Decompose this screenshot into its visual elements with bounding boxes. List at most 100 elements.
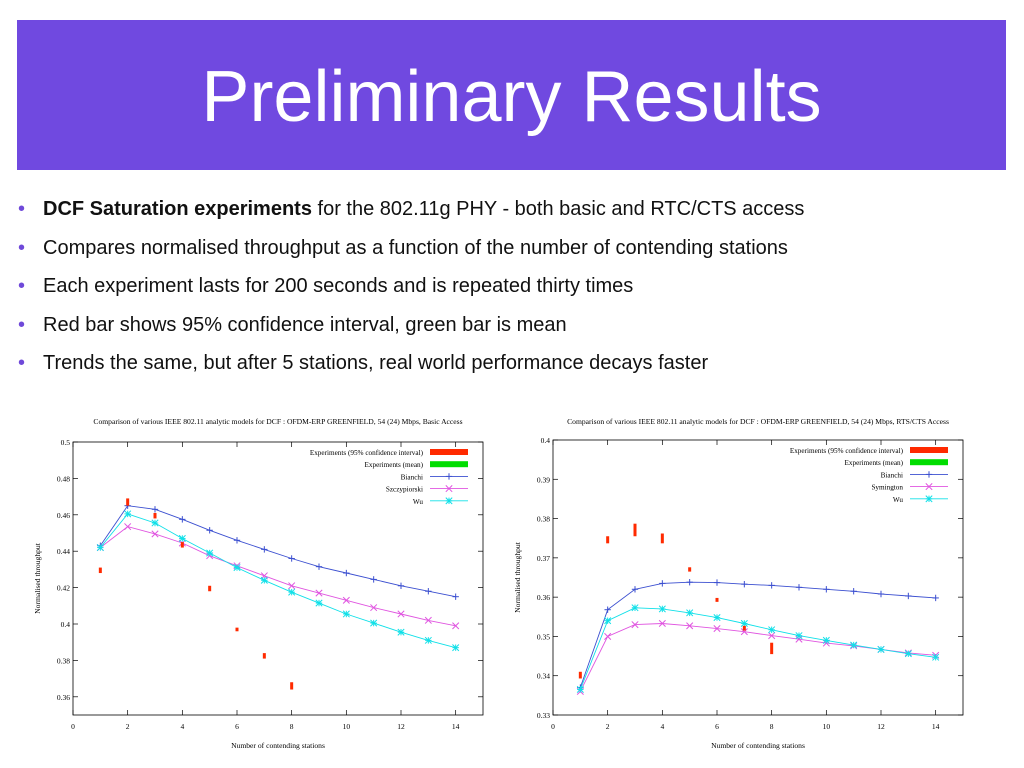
series-line-bianchi [99,505,456,598]
bullet-item: • Trends the same, but after 5 stations, … [18,344,1008,383]
series-point-wu [315,599,323,607]
series-point-wu [342,610,350,618]
x-tick-label: 4 [180,722,184,731]
y-tick-label: 0.35 [537,632,550,641]
legend-label: Experiments (mean) [365,461,424,469]
experiment-ci-bar [262,653,266,659]
series-point-szczypiorski [124,523,132,531]
series-point-bianchi [659,580,666,587]
bullet-item: • Red bar shows 95% confidence interval, … [18,306,1008,345]
legend-label: Wu [413,498,423,506]
bullet-text: Compares normalised throughput as a func… [43,236,788,259]
series-point-szczypiorski [452,622,460,630]
y-tick-label: 0.37 [537,554,550,563]
bullet-dot-icon: • [18,236,26,259]
series-point-bianchi [288,555,295,562]
experiment-ci-bar [770,642,774,655]
series-point-szczypiorski [370,604,378,612]
series-point-bianchi [741,580,748,588]
series-point-bianchi [823,586,830,593]
x-tick-label: 10 [823,722,831,731]
series-point-szczypiorski [151,530,159,538]
series-point-wu [233,564,241,572]
legend-marker [445,473,453,480]
series-point-wu [904,650,912,658]
x-tick-label: 4 [660,722,664,731]
chart-title: Comparison of various IEEE 802.11 analyt… [93,417,462,426]
basic-access-chart: Comparison of various IEEE 802.11 analyt… [33,417,484,750]
legend-swatch [910,459,948,466]
bullet-text: for the 802.11g PHY - both basic and RTC… [311,198,805,220]
series-point-bianchi [151,506,159,513]
series-point-bianchi [261,546,268,553]
y-tick-label: 0.46 [57,511,70,520]
series-point-bianchi [850,588,857,595]
experiment-ci-bar [290,682,294,690]
series-point-symington [604,632,612,640]
series-point-symington [795,635,803,643]
y-tick-label: 0.33 [537,711,550,720]
rts-cts-access-chart: Comparison of various IEEE 802.11 analyt… [513,417,964,750]
x-tick-label: 8 [290,722,294,731]
series-line-symington [579,623,936,692]
series-point-bianchi [370,576,377,583]
y-tick-label: 0.4 [61,620,71,629]
series-point-wu [206,549,214,557]
x-tick-label: 0 [71,722,75,731]
x-tick-label: 12 [877,722,885,731]
series-point-wu [178,534,186,543]
experiment-ci-bar [633,523,637,537]
x-tick-label: 14 [932,722,940,731]
series-point-wu [370,619,378,627]
series-point-bianchi [452,593,459,600]
series-point-symington [631,621,639,629]
y-tick-label: 0.39 [537,475,550,484]
series-point-wu [768,626,776,634]
series-point-bianchi [179,516,186,523]
series-point-wu [877,645,885,653]
y-tick-label: 0.36 [57,693,70,702]
series-point-wu [686,609,694,617]
series-point-bianchi [425,588,432,595]
series-point-bianchi [315,563,323,570]
bullet-dot-icon: • [18,352,26,374]
y-tick-label: 0.36 [537,593,550,602]
bullet-text: Red bar shows 95% confidence interval, g… [43,313,567,336]
series-point-wu [658,605,666,613]
bullet-item: • Each experiment lasts for 200 seconds a… [18,267,1008,306]
series-point-symington [740,628,748,636]
legend-marker [925,495,933,503]
series-point-wu [151,519,159,527]
series-point-symington [658,619,666,628]
legend-label: Wu [893,496,903,504]
series-line-wu [579,607,936,690]
title-band: Preliminary Results [17,20,1006,170]
series-point-wu [260,576,268,584]
series-line-szczypiorski [100,526,456,627]
bullet-item: • DCF Saturation experiments for the 802.… [18,190,1008,229]
legend-label: Bianchi [401,473,423,481]
series-line-bianchi [579,581,936,688]
legend-swatch [910,447,948,453]
experiment-ci-bar [578,671,582,679]
bullet-list: • DCF Saturation experiments for the 802.… [18,190,1008,383]
series-point-wu [713,614,721,622]
series-point-szczypiorski [424,616,432,624]
x-tick-label: 14 [452,722,460,731]
legend-marker [925,483,933,491]
series-point-szczypiorski [397,610,405,618]
series-point-bianchi [877,590,885,598]
series-point-bianchi [343,569,350,577]
y-tick-label: 0.38 [537,515,550,524]
legend-swatch [430,461,468,468]
legend-label: Experiments (mean) [845,459,904,467]
series-point-bianchi [631,586,639,593]
series-point-wu [424,636,432,644]
series-point-bianchi [686,579,693,586]
legend-marker [445,485,453,493]
series-point-bianchi [713,579,721,586]
series-point-bianchi [905,592,912,600]
bullet-dot-icon: • [18,313,26,336]
legend-label: Symington [871,484,903,492]
series-point-bianchi [233,537,241,544]
